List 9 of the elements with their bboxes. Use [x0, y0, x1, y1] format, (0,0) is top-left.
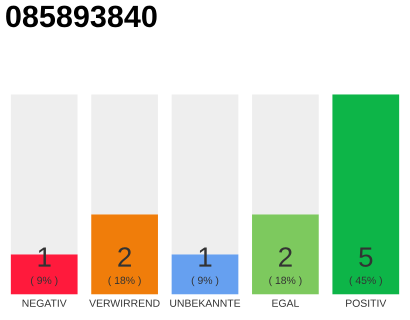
- x-tick-label: POSITIV: [346, 300, 386, 307]
- data-label: 2 ( 18% ): [269, 247, 302, 286]
- x-tick-label: VERWIRREND: [89, 300, 160, 307]
- x-tick-label: EGAL: [272, 300, 299, 307]
- x-tick-label: UNBEKANNTE: [170, 300, 240, 307]
- data-label: 2 ( 18% ): [108, 247, 141, 286]
- data-label: 5 ( 45% ): [350, 248, 382, 286]
- chart-title: 085893840: [6, 6, 157, 28]
- x-tick-label: NEGATIV: [22, 300, 67, 307]
